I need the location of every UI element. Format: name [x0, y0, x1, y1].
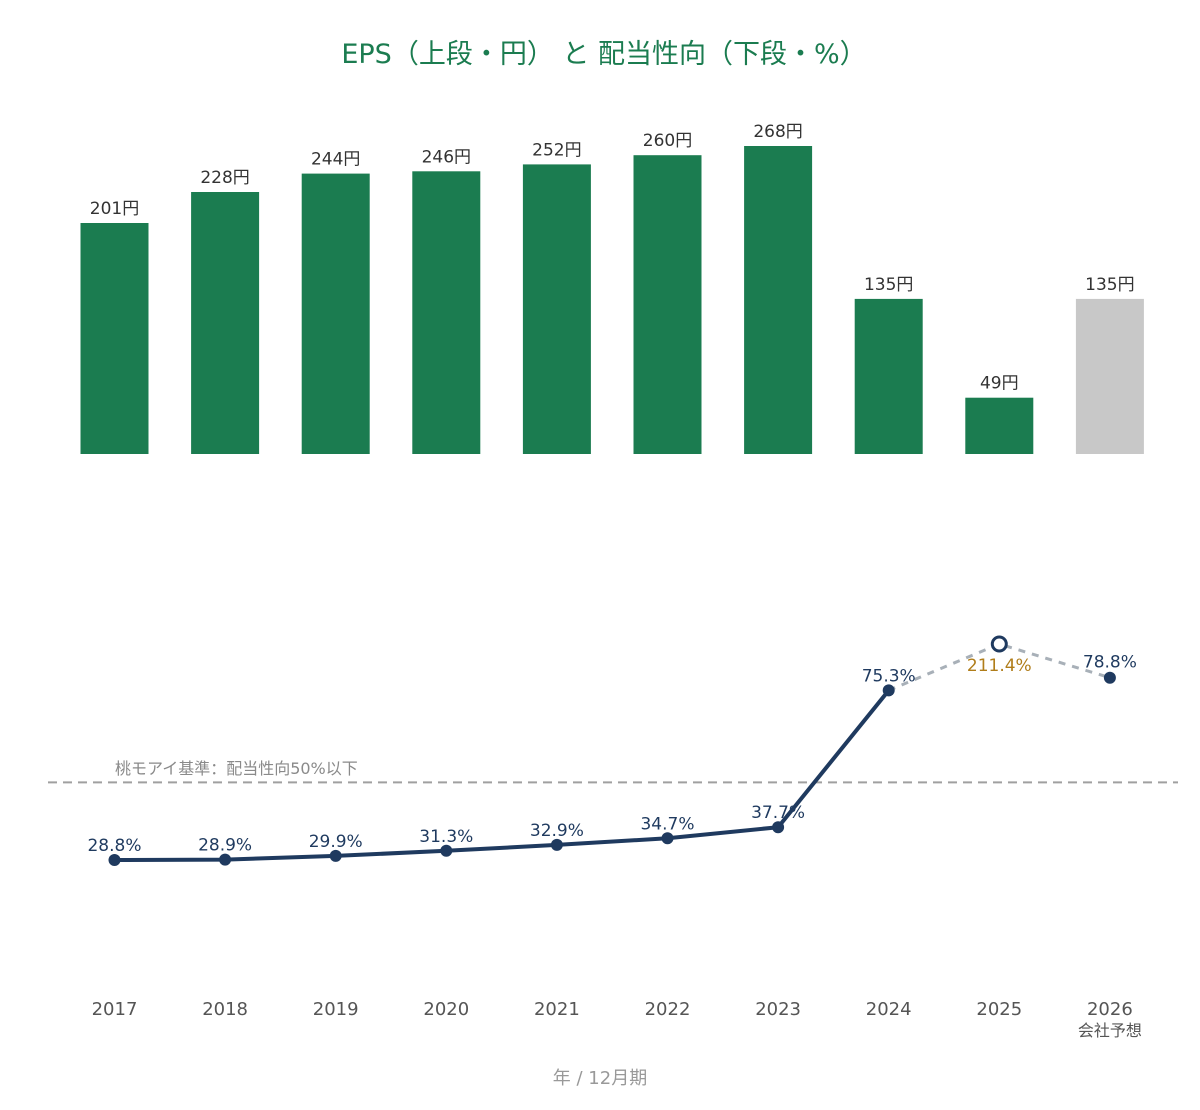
x-tick-label-2023: 2023 — [755, 999, 801, 1020]
payout-value-label-2021: 32.9% — [530, 821, 584, 841]
payout-value-label-2026: 78.8% — [1083, 653, 1137, 673]
payout-point-2018 — [219, 853, 232, 866]
chart-title: EPS（上段・円） と 配当性向（下段・%） — [341, 39, 866, 70]
eps-bar-2020 — [412, 171, 481, 455]
payout-value-label-2019: 29.9% — [309, 832, 363, 852]
payout-point-2019 — [329, 849, 342, 862]
payout-point-2020 — [440, 844, 453, 857]
eps-value-label-2023: 268円 — [753, 122, 802, 142]
payout-line-actual — [114, 689, 891, 862]
payout-value-label-2024: 75.3% — [862, 666, 916, 686]
x-tick-label-2022: 2022 — [645, 999, 691, 1020]
eps-value-label-2025: 49円 — [980, 374, 1019, 394]
payout-value-label-2023: 37.7% — [751, 803, 805, 823]
x-tick-label-2024: 2024 — [866, 999, 912, 1020]
x-tick-label-2019: 2019 — [313, 999, 359, 1020]
payout-point-2025 — [990, 635, 1008, 653]
eps-bars — [80, 146, 1144, 455]
x-axis-title: 年 / 12月期 — [553, 1068, 647, 1089]
eps-bar-2025 — [965, 397, 1034, 454]
payout-value-label-2017: 28.8% — [87, 836, 141, 856]
eps-value-label-2019: 244円 — [311, 150, 360, 170]
eps-value-label-2018: 228円 — [200, 168, 249, 188]
eps-bar-2024 — [854, 298, 923, 454]
payout-point-2017 — [108, 854, 121, 866]
eps-bar-2021 — [522, 164, 591, 454]
payout-line-projected — [888, 642, 1111, 692]
eps-value-label-2020: 246円 — [422, 147, 471, 167]
payout-point-2022 — [661, 832, 674, 845]
x-tick-label-2018: 2018 — [202, 999, 248, 1020]
eps-bar-2022 — [633, 155, 702, 454]
x-tick-label-2020: 2020 — [423, 999, 469, 1020]
payout-labels: 28.8% 28.9% 29.9% 31.3% 32.9% 34.7% 37.7% 75.3%… — [87, 653, 1136, 856]
payout-point-2026 — [1103, 671, 1116, 684]
x-axis-labels: 2017 2018 2019 2020 2021 2022 2023 2024 2025 2026… — [92, 999, 1142, 1040]
eps-bar-2019 — [301, 173, 370, 454]
payout-value-label-2025: 211.4% — [967, 656, 1032, 676]
eps-bar-labels: 201円 228円 244円 246円 252円 260円 268円 135円 49円 135円 — [90, 122, 1135, 394]
eps-value-label-2022: 260円 — [643, 131, 692, 151]
payout-point-2024 — [882, 684, 895, 697]
x-tick-label-2021: 2021 — [534, 999, 580, 1020]
eps-value-label-2026: 135円 — [1085, 275, 1134, 295]
payout-point-2023 — [772, 821, 785, 834]
eps-bar-2017 — [80, 223, 149, 454]
x-tick-label-2017: 2017 — [92, 999, 138, 1020]
eps-bar-2018 — [191, 192, 260, 454]
payout-lines — [114, 642, 1111, 862]
eps-bar-2026 — [1075, 298, 1144, 454]
payout-points — [108, 635, 1116, 866]
x-tick-note-2026: 会社予想 — [1078, 1021, 1142, 1040]
eps-bar-2023 — [744, 146, 813, 454]
reference-line-label: 桃モアイ基準：配当性向50%以下 — [115, 759, 358, 778]
payout-value-label-2022: 34.7% — [640, 814, 694, 834]
payout-point-2021 — [550, 838, 563, 851]
payout-value-label-2018: 28.9% — [198, 836, 252, 856]
x-tick-label-2025: 2025 — [976, 999, 1022, 1020]
payout-value-label-2020: 31.3% — [419, 827, 473, 847]
eps-value-label-2024: 135円 — [864, 275, 913, 295]
eps-value-label-2017: 201円 — [90, 199, 139, 219]
eps-value-label-2021: 252円 — [532, 140, 581, 160]
x-tick-label-2026: 2026 — [1087, 999, 1133, 1020]
